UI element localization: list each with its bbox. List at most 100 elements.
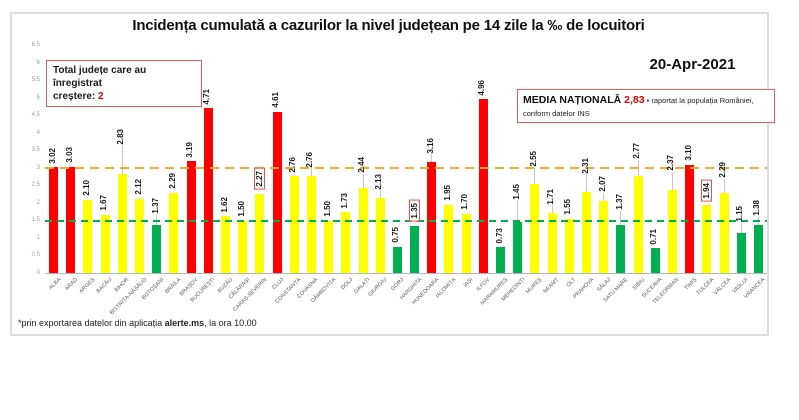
bar-value-label: 3.03: [64, 147, 74, 163]
bar-value-label-boxed: 1.35: [408, 200, 420, 222]
y-axis-tick-label: 6: [36, 59, 40, 66]
bar-vaslui: [736, 232, 746, 273]
bar-value-label: 2.29: [718, 162, 728, 178]
label-leader-line: [310, 168, 312, 177]
y-axis-tick-label: 5.5: [31, 77, 40, 83]
bar-mehedinți: [513, 222, 523, 273]
bar-vrancea: [753, 224, 763, 273]
y-axis-tick-label: 1.5: [31, 217, 40, 223]
county-axis-label: VÂLCEA: [712, 277, 733, 297]
bar-dâmbovița: [324, 220, 334, 273]
bar-value-label: 1.50: [236, 200, 246, 217]
bar-bistrița-năsăud: [135, 198, 145, 273]
bar-value-label: 2.83: [116, 129, 126, 145]
bar-timiș: [685, 164, 695, 273]
label-leader-line: [534, 167, 536, 184]
bar-value-label: 2.76: [305, 151, 315, 168]
national-average-note: • raportat la populația României,: [644, 96, 754, 105]
bar-value-label: 1.95: [442, 185, 452, 201]
growth-box-value: 2: [98, 91, 104, 102]
bar-bacău: [100, 214, 110, 273]
bar-iași: [461, 213, 471, 273]
growth-counties-box: Total județe care au înregistrat creșter…: [46, 60, 202, 107]
bar-brașov: [186, 161, 196, 273]
bar-dolj: [341, 212, 351, 273]
national-average-box: MEDIA NAȚIONALĂ 2,83 • raportat la popul…: [517, 89, 775, 123]
label-leader-line: [517, 200, 519, 223]
bar-value-label: 1.67: [99, 194, 109, 211]
bar-value-label: 3.16: [425, 137, 435, 154]
growth-box-line1: Total județe care au înregistrat: [53, 65, 147, 89]
y-axis-tick-label: 4: [36, 129, 40, 136]
bar-value-label: 2.76: [288, 156, 298, 173]
bar-value-label: 0.71: [649, 228, 659, 245]
bar-value-label: 1.37: [150, 198, 160, 215]
y-axis-tick-label: 5: [36, 94, 40, 101]
bar-value-label: 2.44: [357, 157, 367, 173]
bar-value-label: 2.31: [580, 157, 590, 174]
y-axis-tick-label: 0: [36, 269, 40, 276]
label-leader-line: [740, 222, 742, 233]
orange-threshold-line: [45, 167, 767, 169]
bar-value-label: 1.62: [219, 196, 229, 213]
footnote-app-name: alerte.ms: [164, 318, 205, 328]
green-threshold-line: [45, 219, 767, 222]
bar-value-label: 1.55: [563, 199, 573, 215]
label-leader-line: [431, 154, 433, 163]
bar-maramureș: [496, 247, 506, 273]
label-leader-line: [362, 173, 364, 188]
bar-value-label: 3.02: [47, 147, 57, 164]
bar-value-label: 2.10: [81, 179, 91, 196]
label-leader-line: [379, 190, 381, 199]
bar-neamț: [547, 213, 557, 273]
bar-satu mare: [616, 225, 626, 273]
bar-giurgiu: [375, 198, 385, 273]
national-average-label: MEDIA NAȚIONALĂ: [523, 94, 625, 106]
bar-suceava: [650, 248, 660, 273]
bar-value-label: 1.45: [511, 183, 521, 200]
label-leader-line: [121, 145, 123, 174]
y-axis-tick-label: 2: [36, 199, 40, 206]
bar-sibiu: [633, 176, 643, 273]
y-axis-tick-label: 2.5: [31, 182, 40, 188]
bar-value-label: 2.13: [374, 173, 384, 190]
bar-hunedoara: [427, 162, 437, 273]
report-date: 20-Apr-2021: [649, 56, 736, 73]
bar-value-label: 2.77: [632, 143, 642, 160]
bar-value-label: 0.73: [494, 227, 504, 244]
bar-călărași: [238, 220, 248, 273]
bar-value-label: 2.37: [666, 155, 676, 172]
y-axis-tick-label: 3.5: [31, 147, 40, 153]
y-axis-tick-label: 0.5: [31, 252, 40, 258]
bar-bihor: [117, 173, 127, 273]
bar-harghita: [410, 225, 420, 273]
chart-title: Incidența cumulată a cazurilor la nivel …: [132, 17, 645, 34]
bar-value-label: 1.50: [322, 200, 332, 217]
bar-argeș: [83, 199, 93, 273]
bar-value-label: 1.38: [752, 200, 762, 216]
bar-constanța: [289, 176, 299, 273]
bar-value-label: 1.70: [460, 193, 470, 210]
x-axis-line: [45, 273, 767, 274]
bar-value-label: 2.55: [528, 151, 538, 167]
national-average-note2: conform datelor INS: [523, 109, 590, 118]
bar-ialomița: [444, 204, 454, 273]
bar-olt: [564, 218, 574, 273]
bar-value-label: 4.71: [202, 88, 212, 105]
bar-cluj: [272, 111, 282, 273]
label-leader-line: [671, 172, 673, 191]
bar-buzău: [221, 216, 230, 273]
bar-value-label: 2.07: [597, 175, 607, 192]
bar-value-label-boxed: 2.27: [253, 167, 265, 190]
y-axis-tick-label: 1: [36, 234, 40, 241]
footnote-suffix: , la ora 10.00: [204, 318, 257, 328]
bar-ilfov: [478, 99, 488, 273]
footnote: *prin exportarea datelor din aplicația a…: [18, 318, 257, 328]
label-leader-line: [620, 211, 622, 226]
bar-sălaj: [599, 200, 609, 273]
label-leader-line: [723, 178, 725, 193]
label-leader-line: [586, 174, 587, 193]
bar-teleorman: [667, 190, 677, 273]
label-leader-line: [603, 192, 605, 201]
bar-botoșani: [152, 225, 162, 273]
